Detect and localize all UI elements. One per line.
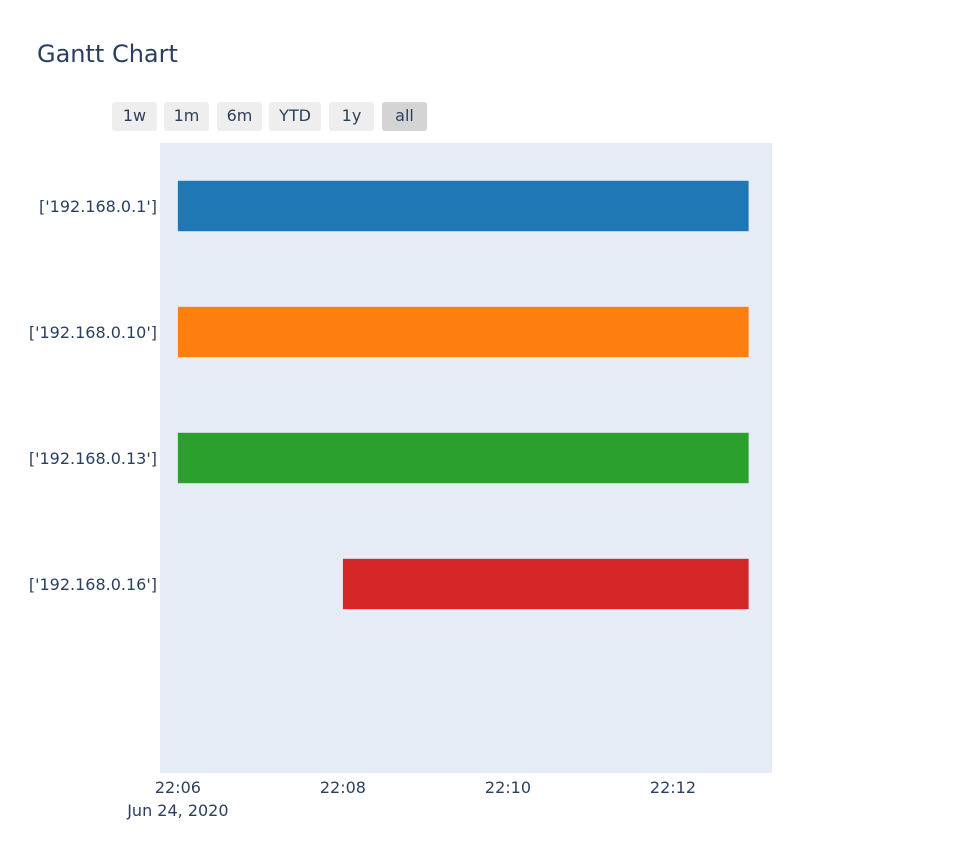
x-axis-labels: 22:06 Jun 24, 2020 22:08 22:10 22:12 [126, 778, 696, 820]
gantt-bar[interactable] [177, 306, 749, 358]
y-tick-label: ['192.168.0.13'] [29, 449, 157, 468]
gantt-bar[interactable] [177, 432, 749, 484]
gantt-bar[interactable] [177, 180, 749, 232]
chart-title: Gantt Chart [37, 40, 178, 68]
range-button-all[interactable]: all [382, 102, 427, 131]
range-button-1y[interactable]: 1y [329, 102, 374, 131]
range-button-1m[interactable]: 1m [164, 102, 209, 131]
bars-layer [177, 180, 749, 610]
x-tick-label: 22:06 [155, 778, 201, 797]
x-tick-label: 22:10 [485, 778, 531, 797]
range-button-ytd[interactable]: YTD [269, 102, 321, 131]
y-tick-label: ['192.168.0.1'] [39, 197, 157, 216]
x-tick-label: 22:08 [320, 778, 366, 797]
range-button-1w[interactable]: 1w [112, 102, 157, 131]
x-tick-date-label: Jun 24, 2020 [126, 801, 228, 820]
y-tick-label: ['192.168.0.10'] [29, 323, 157, 342]
y-axis-labels: ['192.168.0.1'] ['192.168.0.10'] ['192.168… [29, 197, 157, 594]
y-tick-label: ['192.168.0.16'] [29, 575, 157, 594]
x-tick-label: 22:12 [650, 778, 696, 797]
range-button-6m[interactable]: 6m [217, 102, 262, 131]
gantt-bar[interactable] [342, 558, 749, 610]
